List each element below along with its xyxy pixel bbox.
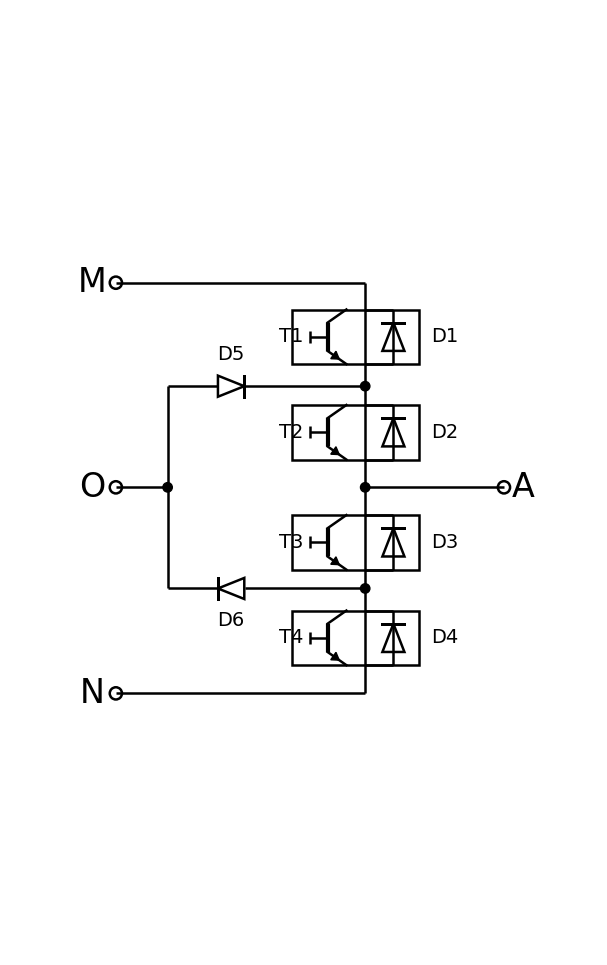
Text: T1: T1 [279, 327, 303, 346]
Text: D4: D4 [431, 628, 458, 648]
Text: T3: T3 [279, 533, 303, 552]
Text: D3: D3 [431, 533, 458, 552]
Text: T4: T4 [279, 628, 303, 648]
Bar [293, 611, 419, 665]
Text: D5: D5 [217, 345, 245, 364]
Circle shape [361, 584, 370, 593]
Circle shape [361, 381, 370, 391]
Text: O: O [80, 471, 106, 504]
Text: A: A [511, 471, 534, 504]
Text: M: M [78, 266, 107, 299]
Text: N: N [80, 676, 105, 710]
Text: D1: D1 [431, 327, 458, 346]
Circle shape [361, 482, 370, 492]
Polygon shape [331, 557, 339, 565]
Text: T2: T2 [279, 423, 303, 442]
Text: D2: D2 [431, 423, 458, 442]
Text: D6: D6 [217, 611, 245, 630]
Bar [293, 515, 419, 569]
Bar [293, 310, 419, 364]
Circle shape [163, 482, 172, 492]
Bar [293, 405, 419, 459]
Polygon shape [331, 652, 339, 660]
Polygon shape [331, 351, 339, 359]
Polygon shape [331, 447, 339, 455]
